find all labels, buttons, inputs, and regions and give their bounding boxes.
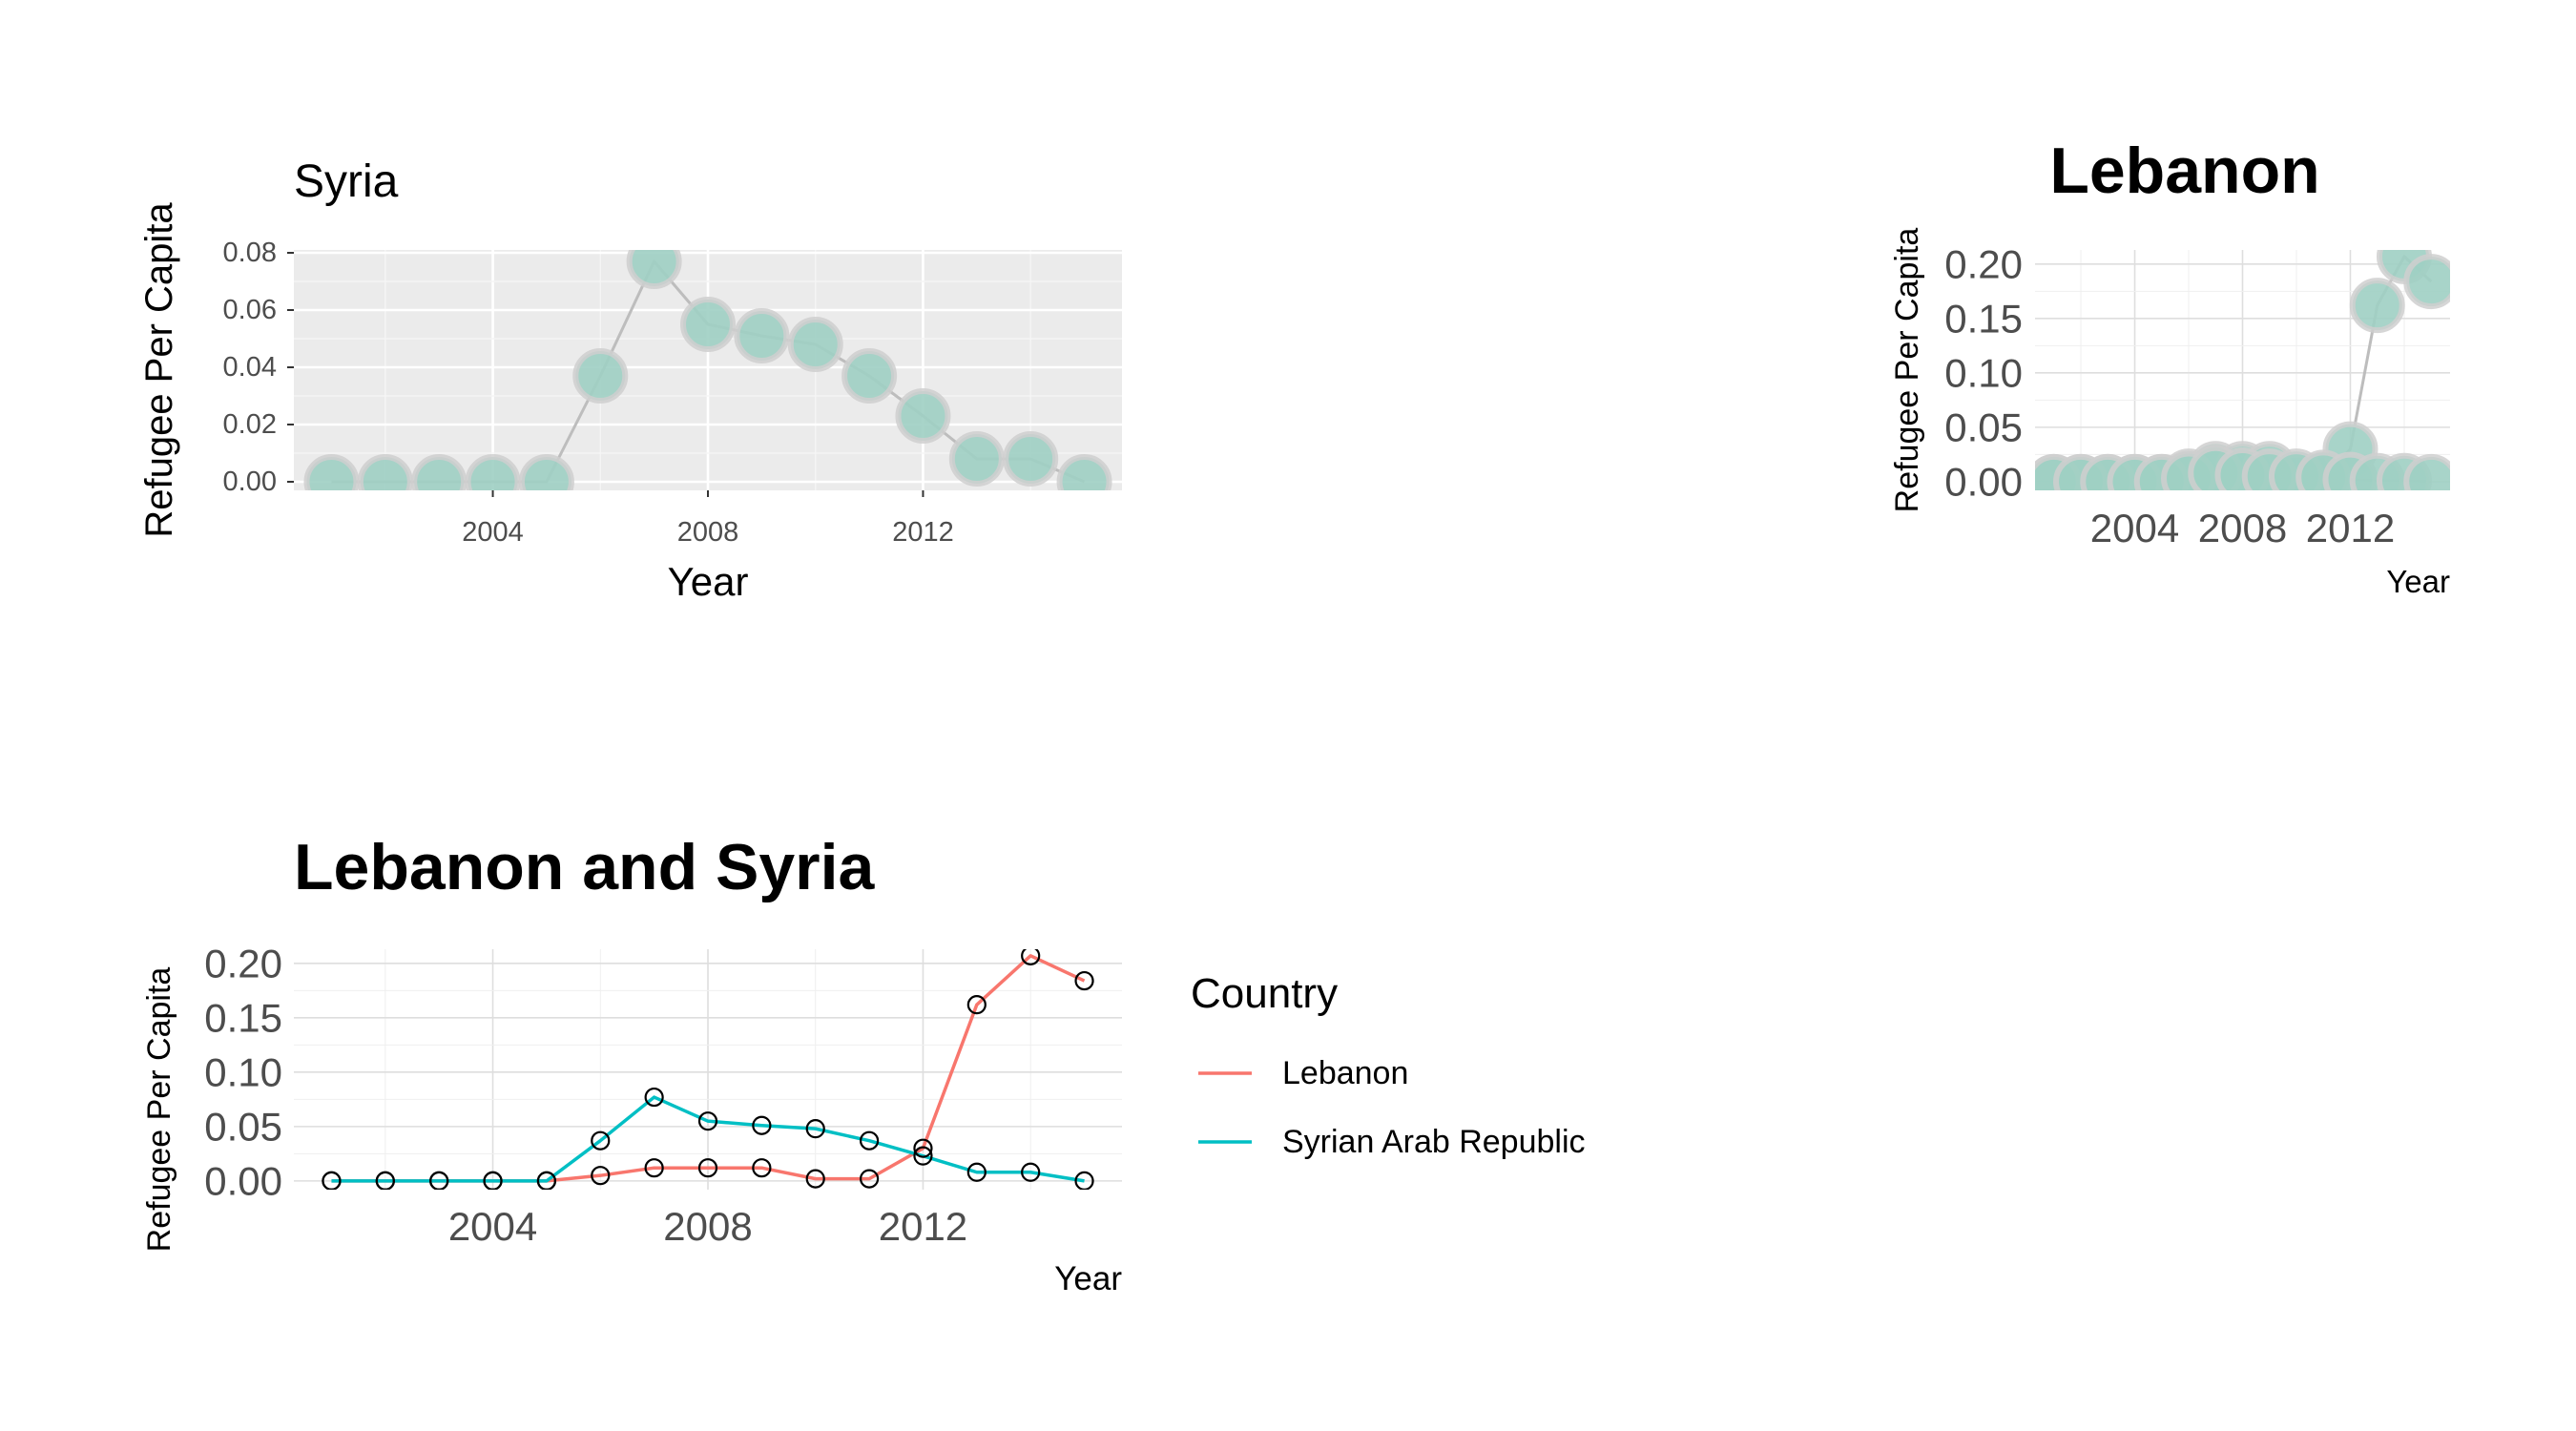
data-point bbox=[948, 431, 1005, 487]
y-tick-label: 0.05 bbox=[1944, 404, 2023, 449]
chart-title: Lebanon bbox=[2049, 135, 2319, 207]
data-point bbox=[2403, 453, 2450, 490]
data-point bbox=[1003, 431, 1059, 487]
data-point bbox=[626, 250, 682, 289]
y-tick-label: 0.04 bbox=[223, 352, 277, 383]
data-point bbox=[805, 1169, 825, 1189]
data-point bbox=[913, 1146, 933, 1166]
data-point bbox=[1021, 1162, 1041, 1182]
y-tick-label: 0.02 bbox=[223, 409, 277, 440]
x-tick-label: 2004 bbox=[462, 517, 524, 548]
y-tick-label: 0.15 bbox=[1944, 296, 2023, 341]
data-point bbox=[322, 1171, 342, 1190]
legend-title: Country bbox=[1191, 970, 1338, 1017]
x-tick-label: 2008 bbox=[2198, 506, 2287, 550]
y-tick-label: 0.10 bbox=[1944, 350, 2023, 395]
y-axis-label: Refugee Per Capita bbox=[141, 967, 177, 1253]
legend-label: Syrian Arab Republic bbox=[1282, 1124, 1586, 1160]
data-point bbox=[483, 1171, 503, 1190]
data-point bbox=[536, 1171, 557, 1190]
data-point bbox=[913, 1138, 933, 1158]
data-point bbox=[752, 1158, 772, 1178]
axes: 0.00 0.02 0.04 0.06 0.08 2004 2008 2012 bbox=[223, 238, 954, 548]
x-tick-label: 2008 bbox=[663, 1204, 752, 1249]
y-tick-label: 0.00 bbox=[204, 1158, 282, 1203]
data-point bbox=[787, 317, 843, 372]
chart-title: Syria bbox=[294, 156, 399, 207]
x-axis-label: Year bbox=[1054, 1260, 1122, 1297]
x-axis-label: Year bbox=[2386, 564, 2450, 599]
data-point bbox=[895, 388, 951, 444]
x-tick-label: 2012 bbox=[879, 1204, 967, 1249]
y-tick-label: 0.10 bbox=[204, 1049, 282, 1094]
plot-area bbox=[2035, 250, 2450, 490]
axes: 0.00 0.05 0.10 0.15 0.20 2004 2008 2012 bbox=[204, 941, 967, 1249]
chart-panel-0: 0.00 0.02 0.04 0.06 0.08 2004 2008 2012 Syria Yea… bbox=[138, 156, 1122, 604]
data-point bbox=[859, 1169, 880, 1189]
data-point bbox=[1074, 970, 1094, 991]
data-point bbox=[2403, 254, 2450, 310]
data-point bbox=[591, 1166, 611, 1186]
x-tick-label: 2012 bbox=[892, 517, 954, 548]
legend: Country Lebanon Syrian Arab Republic bbox=[1191, 970, 1586, 1160]
y-tick-label: 0.20 bbox=[204, 941, 282, 985]
data-point bbox=[1056, 454, 1112, 490]
y-tick-label: 0.00 bbox=[223, 467, 277, 497]
chart-title: Lebanon and Syria bbox=[294, 831, 876, 903]
x-tick-label: 2012 bbox=[2306, 506, 2395, 550]
data-point bbox=[303, 454, 360, 490]
chart-panel-1: 0.00 0.05 0.10 0.15 0.20 2004 2008 2012 Lebanon Y… bbox=[1889, 135, 2450, 599]
data-point bbox=[411, 454, 467, 490]
y-axis-label: Refugee Per Capita bbox=[138, 202, 180, 538]
grid bbox=[294, 949, 1122, 1190]
y-axis-label: Refugee Per Capita bbox=[1889, 228, 1925, 513]
x-tick-label: 2004 bbox=[2090, 506, 2179, 550]
data-point bbox=[859, 1130, 880, 1151]
x-axis-label: Year bbox=[668, 559, 749, 604]
data-point bbox=[680, 297, 736, 352]
data-point bbox=[591, 1130, 611, 1151]
x-tick-label: 2008 bbox=[677, 517, 739, 548]
data-point bbox=[375, 1171, 395, 1190]
data-point bbox=[697, 1158, 718, 1178]
y-tick-label: 0.15 bbox=[204, 995, 282, 1040]
plot-area bbox=[303, 250, 1112, 490]
y-tick-label: 0.05 bbox=[204, 1104, 282, 1149]
data-point bbox=[429, 1171, 449, 1190]
y-tick-label: 0.20 bbox=[1944, 241, 2023, 286]
data-point bbox=[966, 995, 987, 1015]
data-point bbox=[734, 308, 790, 363]
y-tick-label: 0.08 bbox=[223, 238, 277, 268]
data-point bbox=[966, 1162, 987, 1182]
data-point bbox=[644, 1087, 664, 1108]
data-point bbox=[465, 454, 521, 490]
data-point bbox=[518, 454, 574, 490]
y-tick-label: 0.06 bbox=[223, 295, 277, 325]
data-point bbox=[1074, 1171, 1094, 1190]
y-tick-label: 0.00 bbox=[1944, 459, 2023, 504]
chart-panel-2: 0.00 0.05 0.10 0.15 0.20 2004 2008 2012 Lebanon … bbox=[141, 831, 1586, 1297]
series-line-syrian-arab-republic bbox=[331, 1095, 1085, 1183]
plot-area bbox=[322, 949, 1094, 1190]
data-point bbox=[572, 348, 629, 404]
data-point bbox=[752, 1115, 772, 1135]
data-point bbox=[357, 454, 413, 490]
data-point bbox=[805, 1119, 825, 1139]
data-point bbox=[644, 1158, 664, 1178]
axes: 0.00 0.05 0.10 0.15 0.20 2004 2008 2012 bbox=[1944, 241, 2395, 550]
x-tick-label: 2004 bbox=[448, 1204, 537, 1249]
data-point bbox=[1021, 949, 1041, 965]
data-point bbox=[2349, 278, 2405, 334]
data-point bbox=[841, 348, 898, 404]
legend-label: Lebanon bbox=[1282, 1055, 1408, 1091]
data-point bbox=[697, 1111, 718, 1131]
